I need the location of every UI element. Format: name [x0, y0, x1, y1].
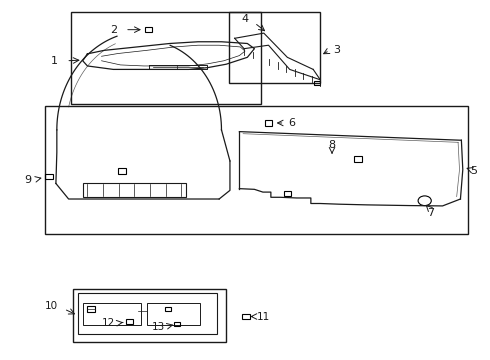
Text: 11: 11	[257, 311, 270, 321]
Bar	[354, 157, 362, 162]
Bar	[242, 314, 250, 319]
Text: 13: 13	[151, 322, 165, 332]
Bar	[126, 319, 133, 324]
Text: 10: 10	[45, 301, 58, 311]
Text: 7: 7	[427, 208, 434, 218]
Text: 8: 8	[328, 140, 336, 150]
Bar	[314, 81, 320, 85]
Bar	[228, 12, 320, 83]
Bar	[45, 106, 468, 234]
Text: 9: 9	[24, 175, 31, 185]
Bar	[265, 120, 272, 126]
Bar	[78, 293, 217, 334]
Bar	[118, 168, 126, 175]
Text: 6: 6	[289, 118, 295, 128]
Bar	[174, 322, 180, 326]
Bar	[45, 174, 53, 180]
Text: 4: 4	[242, 14, 248, 24]
Text: 2: 2	[110, 25, 117, 35]
Text: 5: 5	[470, 166, 478, 176]
Bar	[74, 289, 226, 342]
Bar	[284, 191, 291, 195]
Bar	[145, 27, 152, 32]
Bar	[165, 307, 172, 311]
Bar	[83, 303, 141, 325]
Text: 1: 1	[51, 56, 58, 66]
Bar	[147, 303, 200, 325]
Bar	[71, 12, 262, 104]
Bar	[83, 183, 186, 197]
Text: 12: 12	[102, 319, 115, 328]
Bar	[87, 306, 95, 312]
Text: 3: 3	[333, 45, 340, 55]
